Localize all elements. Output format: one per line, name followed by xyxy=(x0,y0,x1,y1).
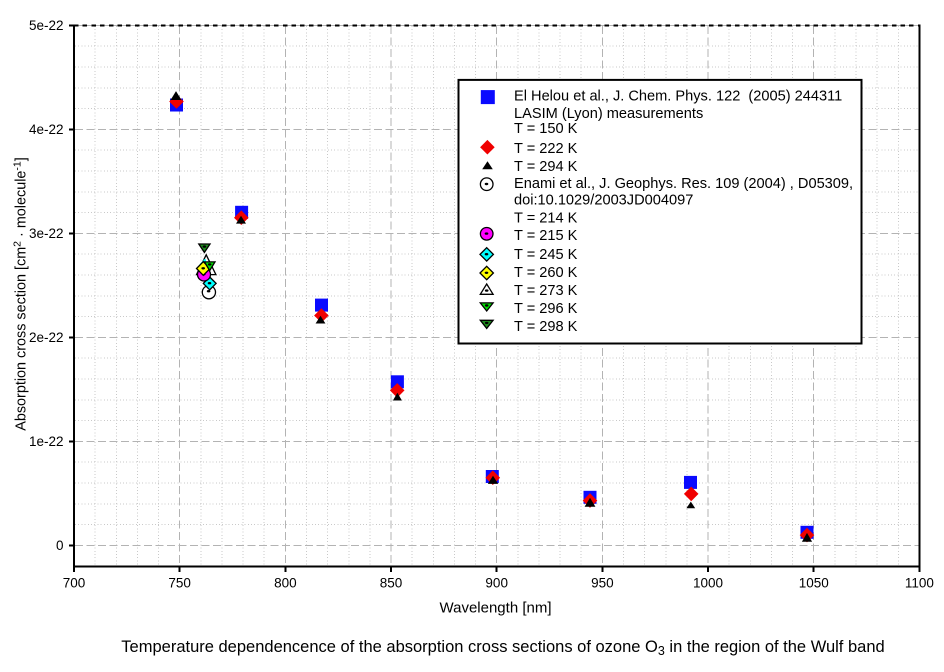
svg-text:T = 222 K: T = 222 K xyxy=(514,141,578,157)
svg-text:T = 298 K: T = 298 K xyxy=(514,319,578,335)
svg-text:0: 0 xyxy=(56,538,64,553)
svg-text:Wavelength [nm]: Wavelength [nm] xyxy=(440,599,552,616)
svg-text:LASIM (Lyon) measurements: LASIM (Lyon) measurements xyxy=(514,106,703,122)
svg-text:Temperature dependencence of t: Temperature dependencence of the absorpt… xyxy=(121,638,884,658)
svg-text:Enami et al., J. Geophys. Res.: Enami et al., J. Geophys. Res. 109 (2004… xyxy=(514,176,853,192)
svg-text:Absorption cross section [cm2: Absorption cross section [cm2 · molecule… xyxy=(11,157,29,431)
svg-text:doi:10.1029/2003JD004097: doi:10.1029/2003JD004097 xyxy=(514,193,693,209)
svg-text:T = 260 K: T = 260 K xyxy=(514,265,578,281)
svg-text:950: 950 xyxy=(591,575,614,590)
svg-text:700: 700 xyxy=(63,575,86,590)
svg-text:T = 245 K: T = 245 K xyxy=(514,247,578,263)
svg-text:T = 215 K: T = 215 K xyxy=(514,228,578,244)
svg-text:5e-22: 5e-22 xyxy=(29,18,64,33)
svg-text:4e-22: 4e-22 xyxy=(29,122,64,137)
svg-text:3e-22: 3e-22 xyxy=(29,226,64,241)
svg-text:T = 296 K: T = 296 K xyxy=(514,301,578,317)
svg-text:El Helou et al., J. Chem. Phys: El Helou et al., J. Chem. Phys. 122 (200… xyxy=(514,88,842,104)
svg-text:1000: 1000 xyxy=(693,575,723,590)
svg-text:T = 294 K: T = 294 K xyxy=(514,159,578,175)
svg-text:1e-22: 1e-22 xyxy=(29,434,64,449)
svg-text:1050: 1050 xyxy=(799,575,829,590)
svg-text:T = 273 K: T = 273 K xyxy=(514,283,578,299)
svg-text:800: 800 xyxy=(274,575,297,590)
svg-text:750: 750 xyxy=(168,575,191,590)
svg-text:850: 850 xyxy=(380,575,403,590)
svg-text:1100: 1100 xyxy=(905,575,934,590)
svg-text:2e-22: 2e-22 xyxy=(29,330,64,345)
svg-text:T = 150 K: T = 150 K xyxy=(514,121,578,137)
svg-text:900: 900 xyxy=(485,575,508,590)
svg-text:T = 214 K: T = 214 K xyxy=(514,210,578,226)
